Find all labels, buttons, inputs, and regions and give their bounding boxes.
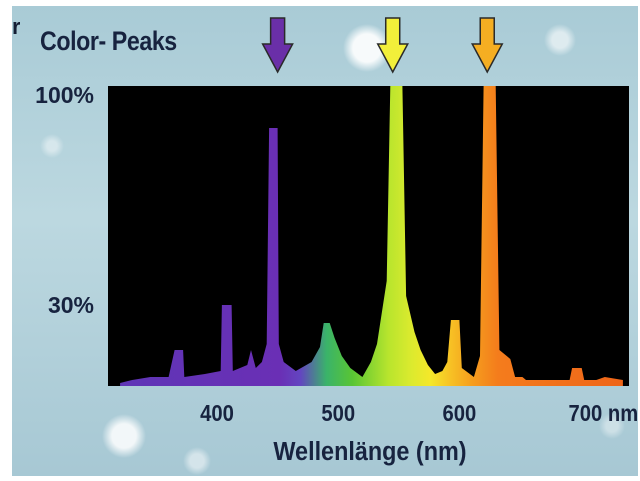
x-tick-labels: 400 500 600 700 nm bbox=[200, 400, 638, 427]
cropped-text-fragment: re bbox=[12, 16, 20, 38]
x-axis-title: Wellenlänge (nm) bbox=[273, 438, 466, 466]
x-tick-label: 500 bbox=[321, 400, 355, 427]
peak-arrow-icon bbox=[376, 17, 409, 74]
peak-arrow-icon bbox=[470, 17, 504, 74]
peak-arrow-icon bbox=[261, 17, 294, 74]
y-tick-label: 100% bbox=[35, 82, 94, 108]
peak-markers bbox=[261, 17, 504, 74]
x-tick-label: 600 bbox=[443, 400, 477, 427]
y-tick-label: 30% bbox=[48, 292, 94, 318]
x-tick-label: 700 nm bbox=[569, 400, 639, 427]
plot-area bbox=[108, 86, 629, 386]
chart-title: Color- Peaks bbox=[40, 26, 177, 56]
spectrum-series bbox=[120, 86, 623, 386]
x-tick-label: 400 bbox=[200, 400, 234, 427]
y-tick-labels: 100% 30% bbox=[35, 82, 94, 318]
